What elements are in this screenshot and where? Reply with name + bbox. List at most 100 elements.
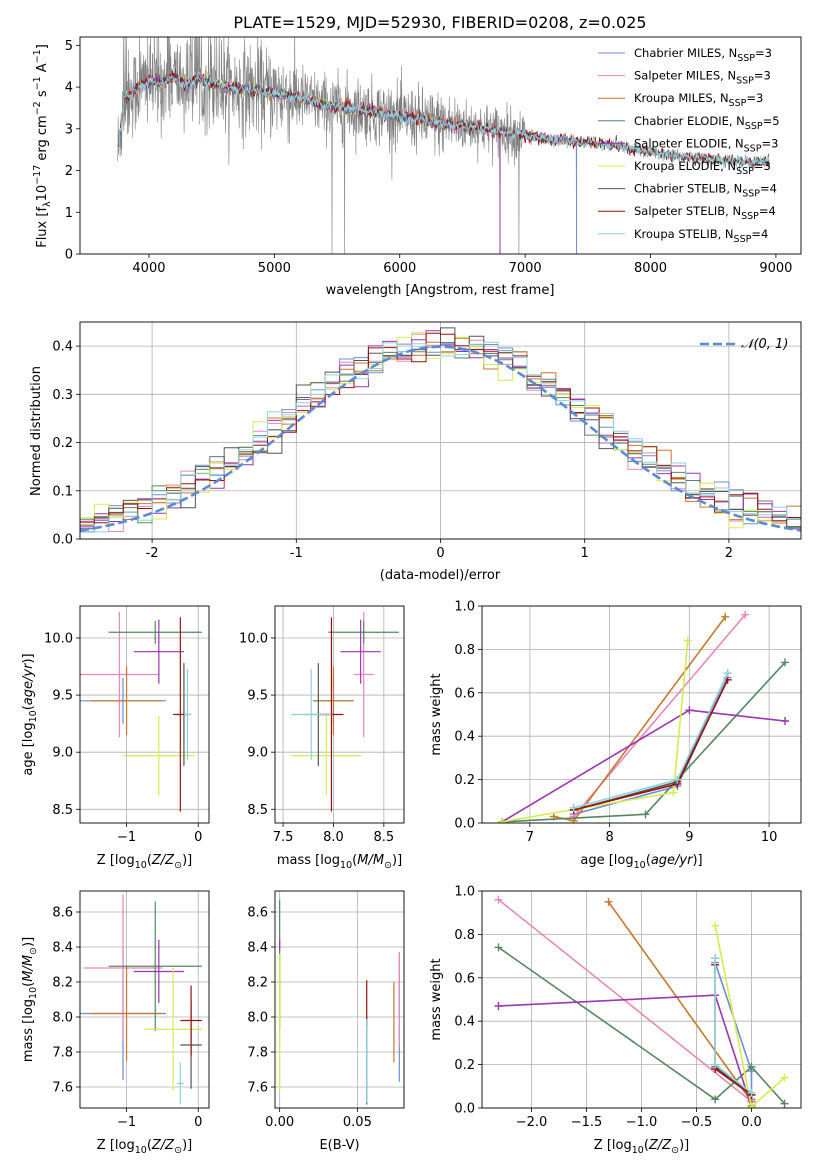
x-tick-label: 5000: [258, 261, 291, 276]
weight-marker: [723, 669, 732, 678]
y-tick-label: 8.4: [247, 941, 268, 956]
y-tick-label: 8.2: [52, 976, 73, 991]
z-weight-panel-ylabel: mass weight: [429, 958, 444, 1040]
weight-marker: [685, 706, 694, 715]
z-weight-panel-axes: −2.0 −1.5 −1.0 −0.5 0.0 0.0 0.2 0.4 0.6 0.8 1.0 Z […: [429, 885, 802, 1156]
y-tick-label: 2: [65, 164, 73, 179]
weight-marker: [781, 717, 790, 726]
x-tick-label: 8000: [634, 261, 667, 276]
weight-marker: [641, 810, 650, 819]
z-age-panel-ylabel: age [log10(age/yr)]: [21, 653, 39, 775]
x-tick-label: 0: [194, 1115, 202, 1130]
y-tick-label: 8.6: [52, 906, 73, 921]
x-tick-label: −2.0: [516, 1115, 548, 1130]
y-tick-label: 8.0: [52, 1011, 73, 1026]
weight-marker: [711, 954, 720, 963]
ebv-mass-panel-xlabel: E(B-V): [319, 1138, 359, 1153]
legend-label: Kroupa STELIB, NSSP=4: [634, 227, 768, 245]
weight-line: [501, 661, 786, 823]
weight-marker: [711, 921, 720, 930]
weight-marker: [673, 775, 682, 784]
z-age-panel-xlabel: Z [log10(Z/Z⊙)]: [97, 853, 192, 871]
z-mass-panel-grid: [80, 891, 209, 1108]
z-age-panel-axes: −1 0 8.5 9.0 9.5 10.0 Z [log10(Z/Z⊙)] age [log1…: [21, 605, 210, 871]
mass-age-panel: 7.5 8.0 8.5 8.5 9.0 9.5 10.0 mass [log10(M/M⊙)]: [239, 605, 405, 871]
mass-age-panel-frame: [274, 605, 405, 824]
x-tick-label: 8.0: [323, 830, 344, 845]
y-tick-label: 0.1: [52, 484, 73, 499]
legend-label: Chabrier ELODIE, NSSP=5: [634, 114, 780, 132]
weight-marker: [683, 636, 692, 645]
x-tick-label: −1.0: [626, 1115, 658, 1130]
weight-marker: [741, 610, 750, 619]
legend-label: Kroupa MILES, NSSP=3: [634, 91, 763, 109]
y-tick-label: 0.0: [52, 533, 73, 548]
spectrum-panel-plot: [117, 37, 770, 254]
y-tick-label: 9.5: [247, 689, 268, 704]
y-tick-label: 8.5: [247, 803, 268, 818]
mass-age-panel-axes: 7.5 8.0 8.5 8.5 9.0 9.5 10.0 mass [log10(M/M⊙)]: [239, 605, 405, 871]
y-tick-label: 7.6: [247, 1081, 268, 1096]
histogram-panel-axes: -2 -1 0 1 2 0.0 0.1 0.2 0.3 0.4 (data-model)/error…: [29, 321, 802, 583]
x-tick-label: 9: [685, 830, 693, 845]
x-tick-label: 7.5: [273, 830, 294, 845]
y-tick-label: 0.4: [52, 340, 73, 355]
ebv-mass-panel-axes: 0.00 0.05 7.6 7.8 8.0 8.2 8.4 8.6 E(B-V): [247, 890, 405, 1153]
mass-age-panel-plot: [291, 611, 399, 812]
y-tick-label: 1: [65, 206, 73, 221]
y-tick-label: 0.2: [454, 1058, 475, 1073]
weight-marker: [494, 943, 503, 952]
histogram-xlabel: (data-model)/error: [380, 568, 501, 583]
histogram-kroupa-stelib: [80, 341, 801, 533]
z-mass-panel-frame: [79, 890, 210, 1109]
z-mass-panel-ylabel: mass [log10(M/M⊙)]: [21, 937, 39, 1062]
y-tick-label: 7.6: [52, 1081, 73, 1096]
z-mass-panel-xlabel: Z [log10(Z/Z⊙)]: [97, 1138, 192, 1156]
z-age-panel-frame: [79, 605, 210, 824]
ebv-mass-panel: 0.00 0.05 7.6 7.8 8.0 8.2 8.4 8.6 E(B-V): [247, 890, 405, 1153]
age-weight-panel-frame: [481, 605, 802, 824]
normal-curve: [80, 345, 801, 532]
weight-marker: [497, 817, 506, 823]
x-tick-label: 8.5: [374, 830, 395, 845]
x-tick-label: 0.0: [741, 1115, 762, 1130]
histogram-salpeter-stelib: [80, 332, 801, 524]
y-tick-label: 0.2: [454, 773, 475, 788]
age-weight-panel-ylabel: mass weight: [429, 673, 444, 755]
weight-marker: [747, 1102, 756, 1108]
histogram-panel: -2 -1 0 1 2 0.0 0.1 0.2 0.3 0.4 (data-model)/error…: [29, 321, 802, 583]
y-tick-label: 0.0: [454, 817, 475, 832]
mass-age-panel-xlabel: mass [log10(M/M⊙)]: [277, 853, 402, 871]
histogram-panel-frame: [79, 321, 802, 540]
z-age-panel-plot: [80, 611, 202, 812]
y-tick-label: 9.0: [52, 746, 73, 761]
age-weight-panel-plot: [497, 610, 790, 823]
x-tick-label: 10: [761, 830, 778, 845]
z-weight-panel: −2.0 −1.5 −1.0 −0.5 0.0 0.0 0.2 0.4 0.6 0.8 1.0 Z […: [429, 885, 802, 1156]
y-tick-label: 0.3: [52, 388, 73, 403]
y-tick-label: 0.6: [454, 686, 475, 701]
weight-marker: [721, 612, 730, 621]
x-tick-label: 7000: [509, 261, 542, 276]
weight-marker: [604, 897, 613, 906]
z-mass-panel: −1 0 7.6 7.8 8.0 8.2 8.4 8.6 Z [log10(Z/Z⊙)] mass…: [21, 890, 210, 1156]
legend-label: Chabrier MILES, NSSP=3: [634, 46, 772, 64]
x-tick-label: 2: [725, 546, 733, 561]
y-tick-label: 8.5: [52, 803, 73, 818]
x-tick-label: -1: [290, 546, 303, 561]
x-tick-label: −1: [117, 1115, 136, 1130]
z-age-panel: −1 0 8.5 9.0 9.5 10.0 Z [log10(Z/Z⊙)] age [log1…: [21, 605, 210, 871]
spectrum-ylabel: Flux [fλ10−17 erg cm−2 s−1 A−1]: [32, 44, 53, 248]
y-tick-label: 0.8: [454, 643, 475, 658]
y-tick-label: 1.0: [454, 885, 475, 900]
weight-marker: [569, 803, 578, 812]
z-weight-panel-plot: [494, 895, 789, 1108]
weight-marker: [780, 1099, 789, 1108]
y-tick-label: 10.0: [239, 631, 268, 646]
weight-marker: [494, 895, 503, 904]
y-tick-label: 0.0: [454, 1102, 475, 1117]
x-tick-label: 4000: [132, 261, 165, 276]
x-tick-label: 9000: [759, 261, 792, 276]
z-mass-panel-plot: [80, 894, 202, 1105]
